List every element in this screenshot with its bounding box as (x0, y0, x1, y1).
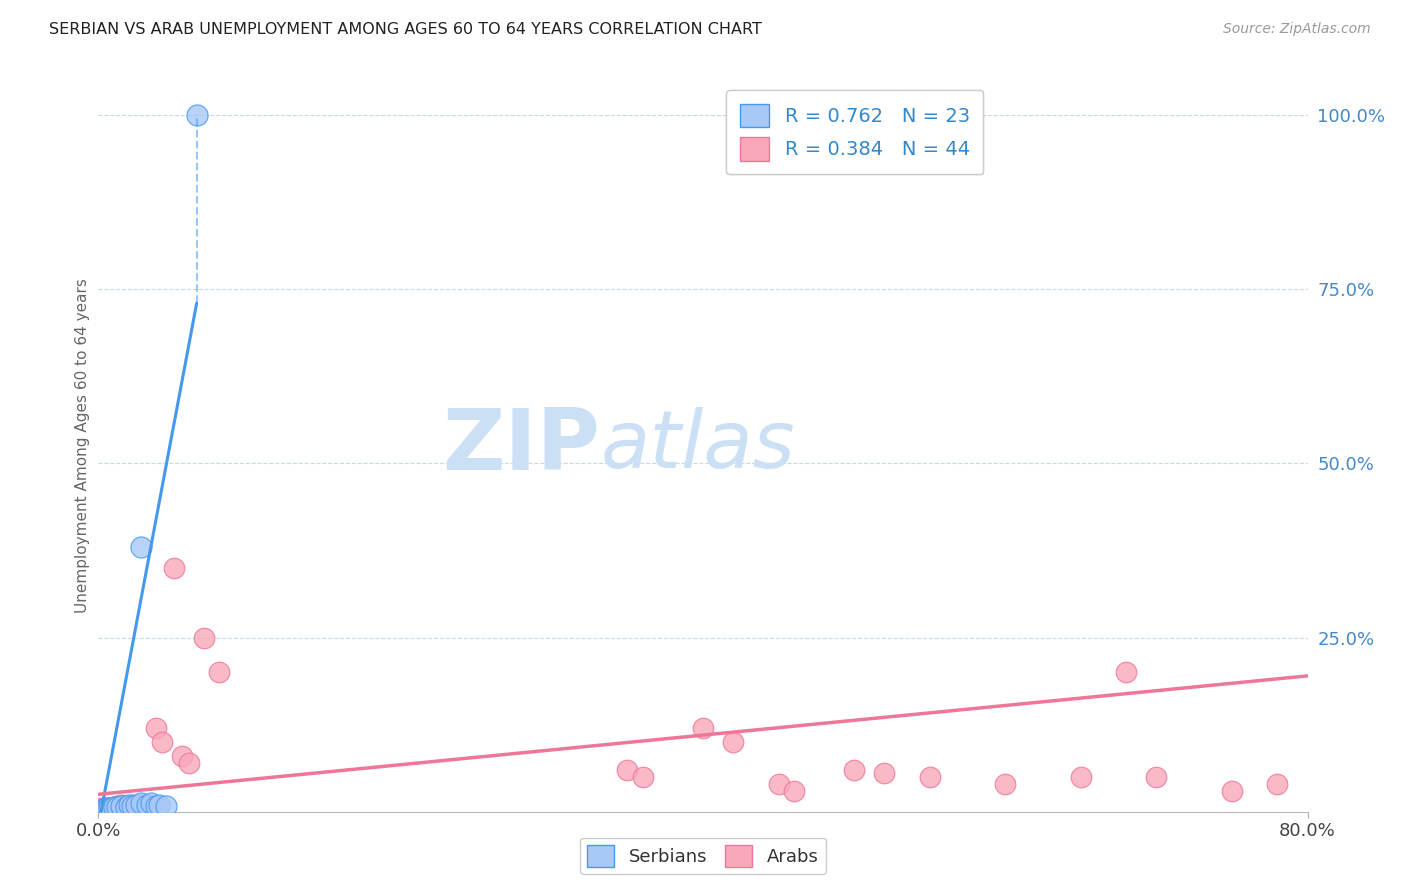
Point (631, 770, 654, 784)
Point (135, 797, 157, 812)
Point (692, 721, 714, 735)
Point (1144, 770, 1167, 784)
Point (1267, 777, 1289, 791)
Point (844, 763, 866, 777)
Point (118, 799, 141, 814)
Point (616, 763, 638, 777)
Point (96, 802, 118, 816)
Point (114, 799, 136, 814)
Point (768, 777, 790, 791)
Text: atlas: atlas (600, 407, 794, 485)
Point (141, 799, 163, 814)
Point (90, 803, 112, 817)
Point (90, 802, 112, 816)
Point (1115, 665, 1137, 680)
Point (186, 108, 208, 122)
Point (93, 802, 115, 816)
Point (93, 802, 115, 816)
Point (1070, 770, 1092, 784)
Point (94, 801, 117, 815)
Text: SERBIAN VS ARAB UNEMPLOYMENT AMONG AGES 60 TO 64 YEARS CORRELATION CHART: SERBIAN VS ARAB UNEMPLOYMENT AMONG AGES … (49, 22, 762, 37)
Point (129, 797, 152, 812)
Point (170, 749, 193, 764)
Text: ZIP: ZIP (443, 404, 600, 488)
Point (110, 799, 132, 814)
Point (89, 803, 111, 817)
Point (100, 800, 122, 814)
Point (118, 798, 141, 813)
Point (193, 631, 215, 645)
Point (121, 799, 143, 814)
Point (94, 801, 117, 815)
Point (121, 797, 143, 812)
Point (125, 797, 148, 812)
Point (111, 798, 134, 813)
Point (91, 803, 114, 817)
Y-axis label: Unemployment Among Ages 60 to 64 years: Unemployment Among Ages 60 to 64 years (75, 278, 90, 614)
Point (89, 803, 111, 817)
Point (873, 766, 896, 780)
Point (105, 800, 128, 814)
Point (723, 735, 745, 749)
Point (103, 800, 125, 814)
Legend: Serbians, Arabs: Serbians, Arabs (581, 838, 825, 874)
Point (114, 800, 136, 814)
Point (98, 801, 121, 815)
Point (89, 801, 111, 815)
Point (101, 801, 124, 815)
Point (163, 561, 186, 575)
Point (179, 756, 201, 770)
Point (918, 770, 941, 784)
Point (141, 797, 163, 811)
Point (150, 735, 173, 749)
Point (994, 777, 1017, 791)
Point (103, 800, 125, 814)
Point (96, 802, 118, 816)
Point (129, 797, 152, 811)
Legend: R = 0.762   N = 23, R = 0.384   N = 44: R = 0.762 N = 23, R = 0.384 N = 44 (727, 90, 983, 175)
Point (135, 798, 157, 813)
Point (1220, 784, 1243, 798)
Point (145, 799, 167, 814)
Point (108, 797, 131, 812)
Text: Source: ZipAtlas.com: Source: ZipAtlas.com (1223, 22, 1371, 37)
Point (98, 801, 121, 815)
Point (783, 784, 806, 798)
Point (145, 721, 167, 735)
Point (148, 798, 170, 813)
Point (125, 797, 148, 812)
Point (110, 800, 132, 814)
Point (155, 799, 177, 814)
Point (105, 799, 128, 814)
Point (208, 665, 231, 680)
Point (129, 540, 152, 554)
Point (91, 803, 114, 817)
Point (100, 800, 122, 814)
